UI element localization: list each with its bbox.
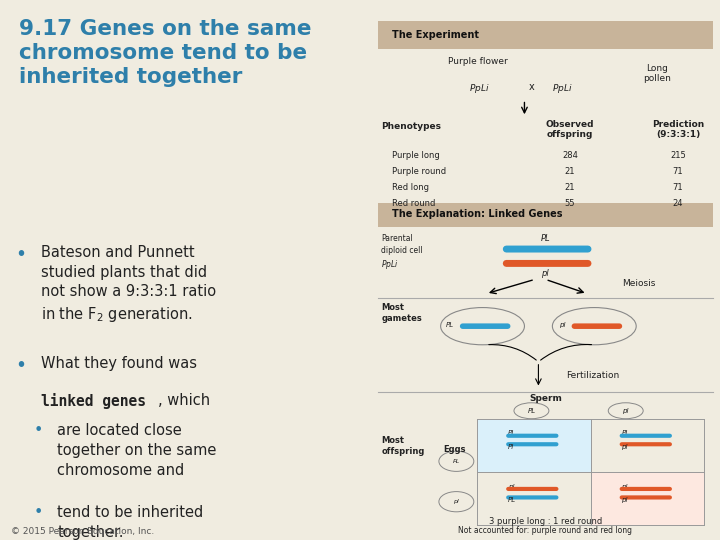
FancyBboxPatch shape [378,203,713,227]
Text: 9.17 Genes on the same
chromosome tend to be
inherited together: 9.17 Genes on the same chromosome tend t… [19,19,311,87]
FancyBboxPatch shape [378,22,713,49]
Text: 21: 21 [564,167,575,176]
Text: 24: 24 [673,199,683,207]
Text: 3 purple long : 1 red round: 3 purple long : 1 red round [489,517,602,526]
Text: Purple long: Purple long [392,151,439,160]
Text: The Explanation: Linked Genes: The Explanation: Linked Genes [392,210,562,219]
Text: PL: PL [541,234,550,243]
Text: are located close
together on the same
chromosome and: are located close together on the same c… [58,423,217,477]
Text: Phenotypes: Phenotypes [382,123,441,131]
Text: Prediction
(9:3:3:1): Prediction (9:3:3:1) [652,120,704,139]
Text: Most
offspring: Most offspring [382,436,425,456]
Text: Fertilization: Fertilization [567,370,620,380]
Bar [477,472,591,525]
Text: pl: pl [508,484,514,490]
Text: © 2015 Pearson Education, Inc.: © 2015 Pearson Education, Inc. [11,526,154,536]
Text: $PpLi$: $PpLi$ [552,82,573,94]
Text: Purple flower: Purple flower [448,57,508,66]
Text: pl: pl [559,322,566,328]
Text: Observed
offspring: Observed offspring [546,120,594,139]
Text: PL: PL [508,430,516,436]
Bar [477,418,591,472]
Text: Purple round: Purple round [392,167,446,176]
Text: pl: pl [621,497,628,503]
Text: •: • [15,245,26,264]
Text: Pl: Pl [508,444,514,450]
Text: Most
gametes: Most gametes [382,303,422,323]
Text: $PpLi$: $PpLi$ [469,82,489,94]
Text: pl: pl [621,444,628,450]
Text: •: • [15,356,26,375]
Bar [591,418,704,472]
Text: PL: PL [508,497,516,503]
Text: PL: PL [453,459,460,464]
Text: pl: pl [541,269,549,278]
Text: PL: PL [446,322,454,328]
Text: tend to be inherited
together.: tend to be inherited together. [58,505,204,540]
Text: Red long: Red long [392,183,428,192]
Text: Eggs: Eggs [444,446,466,454]
Text: What they found was: What they found was [41,356,197,392]
Text: 215: 215 [670,151,686,160]
Text: Parental
diploid cell
$PpLi$: Parental diploid cell $PpLi$ [382,234,423,271]
Text: x: x [528,82,534,91]
Text: The Experiment: The Experiment [392,30,479,40]
Text: 55: 55 [564,199,575,207]
Text: pl: pl [623,408,629,414]
Text: Meiosis: Meiosis [622,279,656,288]
Text: Long
pollen: Long pollen [643,64,671,83]
Text: 284: 284 [562,151,577,160]
Text: linked genes: linked genes [41,393,145,409]
Text: , which: , which [158,393,210,408]
Text: 71: 71 [672,183,683,192]
Bar [591,472,704,525]
Text: pl: pl [621,484,628,490]
Text: Sperm: Sperm [529,394,562,403]
Text: 21: 21 [564,183,575,192]
Text: PL: PL [527,408,536,414]
Text: •: • [33,423,42,438]
Text: Not accounted for: purple round and red long: Not accounted for: purple round and red … [459,525,632,535]
Text: Red round: Red round [392,199,435,207]
Text: •: • [33,505,42,521]
Text: PL: PL [621,430,629,436]
Text: 71: 71 [672,167,683,176]
Text: pl: pl [454,499,459,504]
Text: Bateson and Punnett
studied plants that did
not show a 9:3:3:1 ratio
in the F$_2: Bateson and Punnett studied plants that … [41,245,216,324]
